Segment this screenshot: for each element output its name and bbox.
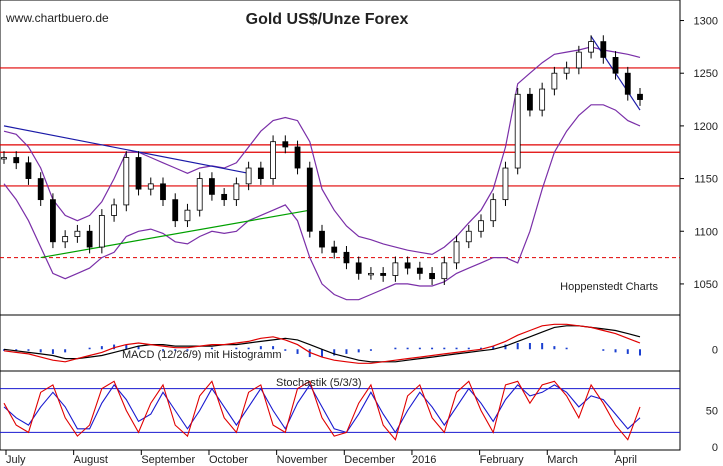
site-watermark: www.chartbuero.de [5,11,109,25]
price-tick-label-1250: 1250 [694,68,718,80]
price-candle-25 [306,167,313,232]
x-tick-label-4: November [277,454,328,466]
price-candle-32 [392,262,399,276]
chart-credit: Hoppenstedt Charts [560,281,658,293]
price-candle-18 [221,193,228,201]
price-candle-36 [441,262,448,280]
price-candle-3 [37,178,44,201]
price-candle-31 [380,272,387,276]
price-candle-13 [160,183,166,201]
price-candle-7 [86,230,93,248]
price-candle-4 [50,199,56,243]
macd-signal-line [3,325,641,363]
price-candle-34 [416,267,423,274]
price-candle-12 [147,183,154,190]
price-candle-46 [563,67,570,74]
price-candle-14 [172,199,179,222]
price-candle-40 [490,199,497,222]
macd-line [3,323,641,364]
price-candle-38 [465,230,472,243]
price-candle-2 [25,162,32,179]
price-candle-16 [196,178,203,211]
price-tick-label-1150: 1150 [694,174,718,186]
price-panel-frame [0,0,681,316]
x-tick-label-9: April [615,454,637,466]
stoch-d-line [3,383,641,434]
lower-bollinger-band [3,104,641,301]
price-candle-29 [355,262,362,274]
price-candle-41 [502,167,509,201]
x-tick-label-5: December [344,454,395,466]
macd-label: MACD (12/26/9) mit Histogramm [122,349,282,361]
price-candle-5 [62,236,69,243]
price-tick-label-1200: 1200 [694,121,718,133]
price-candle-33 [404,262,411,269]
price-candle-23 [282,141,289,148]
price-candle-47 [575,51,582,69]
price-candle-1 [13,157,20,164]
x-tick-label-7: February [480,454,525,466]
price-candle-48 [588,41,594,53]
price-candle-43 [527,93,533,111]
chart-title: Gold US$/Unze Forex [246,11,409,28]
price-candle-50 [612,57,619,74]
x-tick-label-2: September [141,454,195,466]
price-candle-8 [98,215,105,248]
price-candle-30 [368,272,374,276]
stoch-panel-frame [0,370,681,451]
macd-panel [3,323,641,364]
price-candle-11 [135,157,142,190]
price-candle-6 [74,230,81,237]
price-candle-37 [453,241,460,264]
stoch-k-line [3,380,641,441]
x-tick-label-1: August [74,454,108,466]
x-tick-label-0: July [6,454,26,466]
price-candle-22 [270,141,276,179]
price-candle-49 [600,41,607,58]
price-candle-28 [343,251,350,264]
axis-labels: 1300 1250 1200 1150 1100 1050 0 50 0 July August Se… [5,16,718,466]
macd-panel-frame [0,314,681,372]
upper-bollinger-band [3,46,641,256]
price-candle-35 [429,272,435,280]
price-tick-label-1050: 1050 [694,279,718,291]
stoch-panel [0,380,680,441]
price-candle-24 [294,146,301,169]
stoch-label: Stochastik (5/3/3) [276,377,362,389]
price-candle-20 [245,167,252,185]
price-candle-27 [331,246,338,253]
price-candle-0 [1,157,7,160]
rising-trendline [40,209,310,259]
price-candle-44 [539,88,546,111]
falling-trendline [3,125,249,174]
price-candle-52 [637,93,643,100]
price-candle-9 [111,204,117,216]
stoch-tick-label-0: 0 [712,442,718,454]
price-candle-10 [123,157,130,206]
price-candle-21 [257,167,264,179]
x-tick-label-6: 2016 [412,454,436,466]
x-tick-label-8: March [547,454,578,466]
macd-tick-label-0: 0 [712,344,718,356]
price-tick-label-1300: 1300 [694,16,718,28]
price-candle-17 [209,178,215,195]
price-candle-39 [478,220,484,232]
price-candle-26 [319,230,325,248]
price-candle-42 [514,93,521,169]
x-tick-label-3: October [209,454,248,466]
price-candle-19 [233,183,240,201]
stoch-tick-label-50: 50 [706,406,718,418]
price-candle-15 [184,209,191,222]
price-panel [0,35,680,301]
price-candle-51 [624,72,631,95]
price-tick-label-1100: 1100 [694,226,718,238]
price-candle-45 [551,72,558,90]
